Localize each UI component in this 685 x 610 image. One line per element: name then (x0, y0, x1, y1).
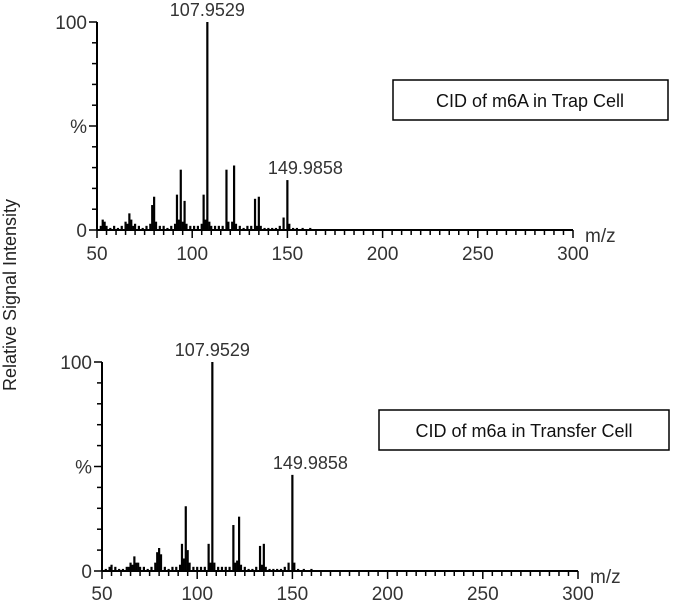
x-tick-label: 300 (557, 244, 589, 265)
x-tick-label: 50 (91, 584, 112, 605)
x-tick-label: 250 (462, 244, 494, 265)
annotation-box (378, 409, 670, 451)
x-tick-label: 250 (467, 584, 499, 605)
peak-mz-label: 107.9529 (175, 340, 250, 360)
y-tick-label: 0 (76, 221, 87, 242)
x-tick-label: 200 (367, 244, 399, 265)
peak-mz-label: 149.9858 (268, 158, 343, 178)
y-tick-label: 100 (60, 353, 92, 374)
x-tick-label: 150 (277, 584, 309, 605)
shared-y-axis-label: Relative Signal Intensity (0, 199, 20, 391)
x-axis-label: m/z (590, 567, 621, 588)
y-tick-label: 0 (81, 562, 92, 583)
y-tick-label: % (70, 117, 87, 138)
y-tick-label: % (75, 458, 92, 479)
y-tick-label: 100 (55, 13, 87, 34)
x-tick-label: 100 (176, 244, 208, 265)
annotation-text: CID of m6a in Transfer Cell (415, 421, 632, 441)
x-axis-label: m/z (585, 226, 616, 247)
x-tick-label: 50 (86, 244, 107, 265)
peak-mz-label: 107.9529 (170, 0, 245, 20)
x-tick-label: 300 (562, 584, 594, 605)
x-tick-label: 150 (272, 244, 304, 265)
x-tick-label: 200 (372, 584, 404, 605)
x-tick-label: 100 (181, 584, 213, 605)
peak-mz-label: 149.9858 (273, 453, 348, 473)
annotation-text: CID of m6A in Trap Cell (436, 91, 624, 111)
annotation-box (392, 79, 669, 121)
